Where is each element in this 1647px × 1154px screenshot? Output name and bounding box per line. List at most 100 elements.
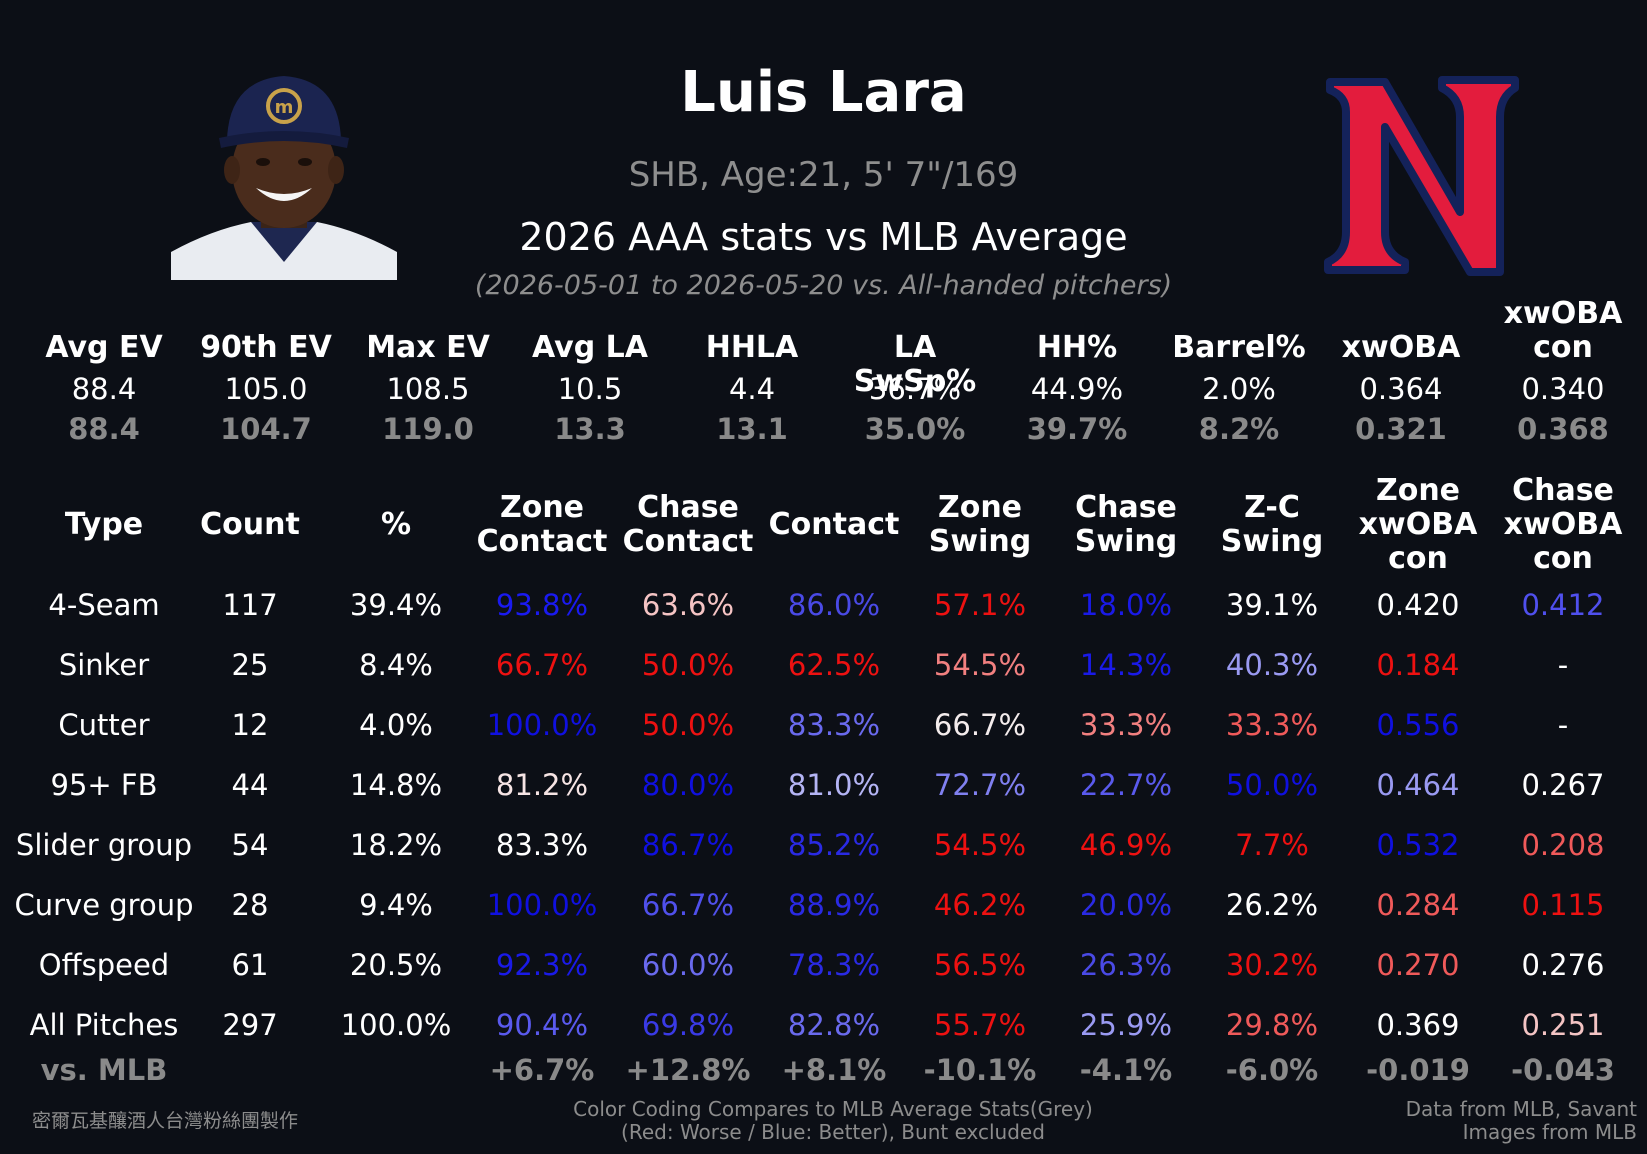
pitch-table-cell: 28 [231, 888, 269, 922]
pitch-table-cell: 61 [231, 948, 269, 982]
pitch-table-cell: 100.0% [486, 888, 598, 922]
batted-header: 90th EV [200, 330, 332, 365]
pitch-table-cell: 0.369 [1376, 1008, 1460, 1042]
pitch-table-header: % [380, 507, 412, 542]
pitch-table-cell: 26.2% [1225, 888, 1319, 922]
data-source-line-2: Images from MLB [1462, 1120, 1637, 1144]
pitch-table-cell: 57.1% [933, 588, 1027, 622]
pitch-table-cell: 0.412 [1521, 588, 1605, 622]
pitch-table-cell: 66.7% [933, 708, 1027, 742]
pitch-table-cell: 55.7% [933, 1008, 1027, 1042]
pitch-table-cell: 25.9% [1079, 1008, 1173, 1042]
batted-value: 4.4 [728, 372, 776, 406]
pitch-table-header: Chase Contact [622, 490, 754, 559]
pitch-table-cell: 0.251 [1521, 1008, 1605, 1042]
pitch-table-cell: 100.0% [340, 1008, 452, 1042]
batted-mlb-average: 8.2% [1198, 412, 1280, 446]
pitch-table-cell: 0.208 [1521, 828, 1605, 862]
player-name: Luis Lara [680, 60, 967, 125]
pitch-table-cell: 39.1% [1225, 588, 1319, 622]
pitch-table-cell: 117 [222, 588, 278, 622]
pitch-table-cell: 20.5% [349, 948, 443, 982]
pitch-table-cell: 0.420 [1376, 588, 1460, 622]
batted-value: 36.7% [868, 372, 962, 406]
pitch-table-cell: 46.2% [933, 888, 1027, 922]
pitch-table-cell: 81.2% [495, 768, 589, 802]
pitch-table-cell: 80.0% [641, 768, 735, 802]
batted-header: LA SwSp% [853, 330, 977, 399]
pitch-table-cell: 0.532 [1376, 828, 1460, 862]
pitch-table-cell: 78.3% [787, 948, 881, 982]
pitch-table-cell: 14.8% [349, 768, 443, 802]
pitch-type-label: Sinker [58, 648, 150, 682]
pitch-table-cell: 93.8% [495, 588, 589, 622]
pitch-table-cell: 86.0% [787, 588, 881, 622]
batted-value: 108.5 [386, 372, 470, 406]
pitch-table-header: Zone Contact [476, 490, 608, 559]
batted-header: HHLA [705, 330, 799, 365]
batted-value: 0.364 [1359, 372, 1443, 406]
pitch-table-cell: 72.7% [933, 768, 1027, 802]
pitch-table-cell: 30.2% [1225, 948, 1319, 982]
pitch-table-cell: 39.4% [349, 588, 443, 622]
player-headshot-icon: m [171, 62, 397, 280]
pitch-table-header: Type [64, 507, 144, 542]
batted-header: Barrel% [1172, 330, 1306, 365]
batted-mlb-average: 35.0% [864, 412, 966, 446]
pitch-type-label: Offspeed [38, 948, 170, 982]
batted-value: 2.0% [1202, 372, 1276, 406]
pitch-table-cell: 7.7% [1235, 828, 1309, 862]
pitch-table-cell: 50.0% [1225, 768, 1319, 802]
player-info: SHB, Age:21, 5' 7"/169 [628, 155, 1019, 195]
color-legend-line-2: (Red: Worse / Blue: Better), Bunt exclud… [621, 1120, 1045, 1144]
team-logo-n-icon [1324, 76, 1519, 276]
date-range: (2026-05-01 to 2026-05-20 vs. All-handed… [474, 270, 1173, 301]
vs-mlb-diff: +12.8% [625, 1053, 751, 1087]
svg-text:m: m [275, 97, 294, 118]
stats-title: 2026 AAA stats vs MLB Average [519, 215, 1128, 259]
batted-value: 88.4 [71, 372, 137, 406]
data-source-line-1: Data from MLB, Savant [1405, 1097, 1637, 1121]
pitch-table-header: Zone xwOBA con [1358, 473, 1478, 576]
pitch-table-cell: 83.3% [787, 708, 881, 742]
pitch-table-cell: 22.7% [1079, 768, 1173, 802]
batted-mlb-average: 104.7 [220, 412, 312, 446]
pitch-table-cell: 9.4% [359, 888, 433, 922]
pitch-table-cell: 14.3% [1079, 648, 1173, 682]
pitch-table-cell: 56.5% [933, 948, 1027, 982]
pitch-table-cell: 54.5% [933, 828, 1027, 862]
vs-mlb-diff: -4.1% [1079, 1053, 1173, 1087]
pitch-table-cell: 82.8% [787, 1008, 881, 1042]
pitch-table-header: Chase xwOBA con [1503, 473, 1623, 576]
vs-mlb-diff: +8.1% [781, 1053, 887, 1087]
vs-mlb-diff: -0.019 [1366, 1053, 1470, 1087]
pitch-table-cell: 81.0% [787, 768, 881, 802]
vs-mlb-diff: -0.043 [1511, 1053, 1615, 1087]
pitch-table-cell: 12 [231, 708, 269, 742]
pitch-table-cell: 66.7% [641, 888, 735, 922]
vs-mlb-label: vs. MLB [40, 1053, 168, 1087]
batted-mlb-average: 39.7% [1026, 412, 1128, 446]
pitch-table-cell: 29.8% [1225, 1008, 1319, 1042]
pitch-table-cell: - [1557, 648, 1569, 682]
batted-header: xwOBA con [1503, 296, 1623, 365]
batted-mlb-average: 0.368 [1517, 412, 1609, 446]
batted-value: 105.0 [224, 372, 308, 406]
vs-mlb-diff: +6.7% [489, 1053, 595, 1087]
pitch-table-cell: 54.5% [933, 648, 1027, 682]
pitch-table-cell: 66.7% [495, 648, 589, 682]
batted-header: Avg LA [532, 330, 648, 365]
pitch-table-cell: 90.4% [495, 1008, 589, 1042]
pitch-table-cell: 0.556 [1376, 708, 1460, 742]
batted-header: Max EV [366, 330, 490, 365]
pitch-table-cell: 20.0% [1079, 888, 1173, 922]
pitch-table-header: Z-C Swing [1220, 490, 1324, 559]
pitch-type-label: 4-Seam [48, 588, 160, 622]
pitch-table-cell: 54 [231, 828, 269, 862]
vs-mlb-diff: -10.1% [923, 1053, 1037, 1087]
pitch-table-header: Zone Swing [928, 490, 1032, 559]
pitch-table-header: Count [200, 507, 300, 542]
pitch-table-cell: 0.267 [1521, 768, 1605, 802]
pitch-table-cell: 18.0% [1079, 588, 1173, 622]
pitch-table-cell: 26.3% [1079, 948, 1173, 982]
